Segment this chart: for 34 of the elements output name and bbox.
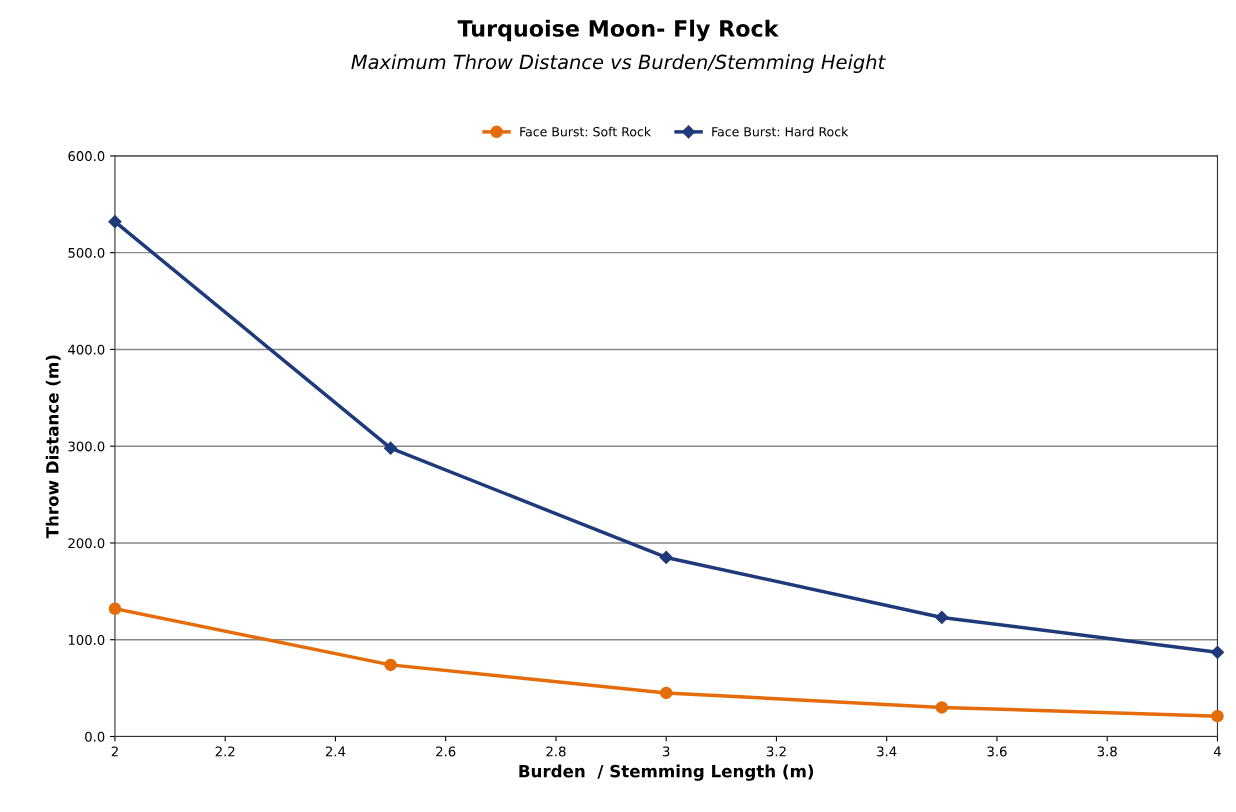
point [384,658,397,672]
x-tick-label: 2.8 [546,746,566,757]
x-tick-label: 3.4 [877,746,897,757]
x-tick-label: 3.8 [1097,746,1117,757]
y-tick-label: 200.0 [68,538,105,549]
point [108,215,122,229]
point [659,686,673,700]
legend-label: Face Burst: Soft Rock [520,126,652,137]
x-tick-label: 3.2 [766,746,786,757]
x-tick-label: 2 [111,746,118,757]
point [935,610,949,625]
x-tick-label: 3 [663,746,670,757]
x-tick-label: 2.6 [436,746,456,757]
point [108,602,122,616]
x-tick-label: 2.4 [325,746,346,757]
y-tick-label: 500.0 [68,247,105,258]
y-tick-label: 100.0 [68,634,105,645]
x-tick-label: 3.6 [987,746,1007,757]
y-tick-label: 300.0 [68,441,105,452]
y-tick-label: 600.0 [68,151,105,162]
point [383,441,398,455]
point [659,550,673,565]
y-axis-title: Throw Distance (m) [45,355,61,539]
x-tick-label: 4 [1213,746,1221,757]
x-axis-title: Burden / Stemming Length (m) [519,764,814,781]
y-tick-label: 400.0 [68,344,105,355]
x-tick-label: 2.2 [215,746,235,757]
chart-title: Turquoise Moon- Fly Rock [457,19,779,42]
point [1210,645,1225,659]
point [1211,709,1224,723]
legend-label: Face Burst: Hard Rock [712,126,849,137]
point [935,701,949,714]
chart-subtitle: Maximum Throw Distance vs Burden/Stemming Height [351,54,886,74]
y-tick-label: 0.0 [85,731,105,742]
